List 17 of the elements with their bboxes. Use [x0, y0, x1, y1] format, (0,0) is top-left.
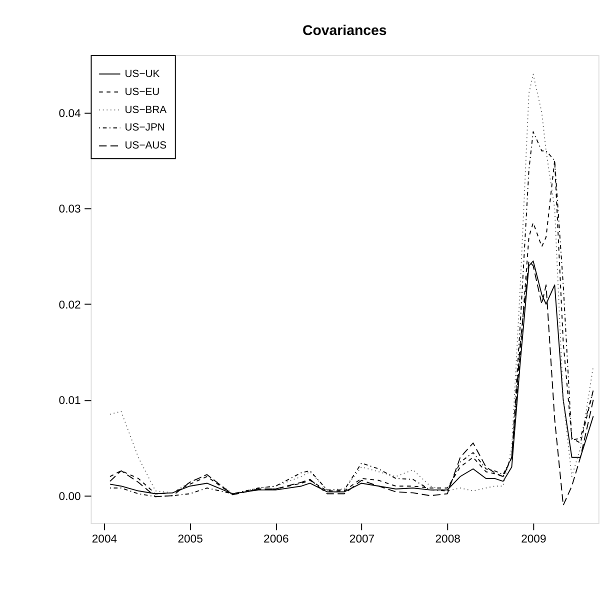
legend-label: US−EU	[124, 86, 160, 98]
y-tick-label: 0.02	[58, 299, 81, 312]
legend-label: US−UK	[124, 68, 160, 80]
legend-label: US−BRA	[124, 104, 167, 116]
legend-label: US−AUS	[124, 140, 167, 152]
y-tick-label: 0.03	[58, 204, 81, 216]
y-tick-label: 0.04	[58, 108, 81, 120]
legend-label: US−JPN	[124, 122, 165, 134]
x-tick-label: 2004	[92, 533, 118, 546]
x-tick-label: 2005	[178, 533, 203, 546]
x-tick-label: 2007	[349, 533, 375, 546]
x-tick-label: 2009	[521, 533, 546, 546]
y-tick-label: 0.01	[58, 395, 81, 408]
x-tick-label: 2006	[264, 533, 289, 546]
chart-title: Covariances	[302, 22, 387, 39]
x-tick-label: 2008	[435, 533, 460, 546]
y-tick-label: 0.00	[58, 490, 81, 503]
